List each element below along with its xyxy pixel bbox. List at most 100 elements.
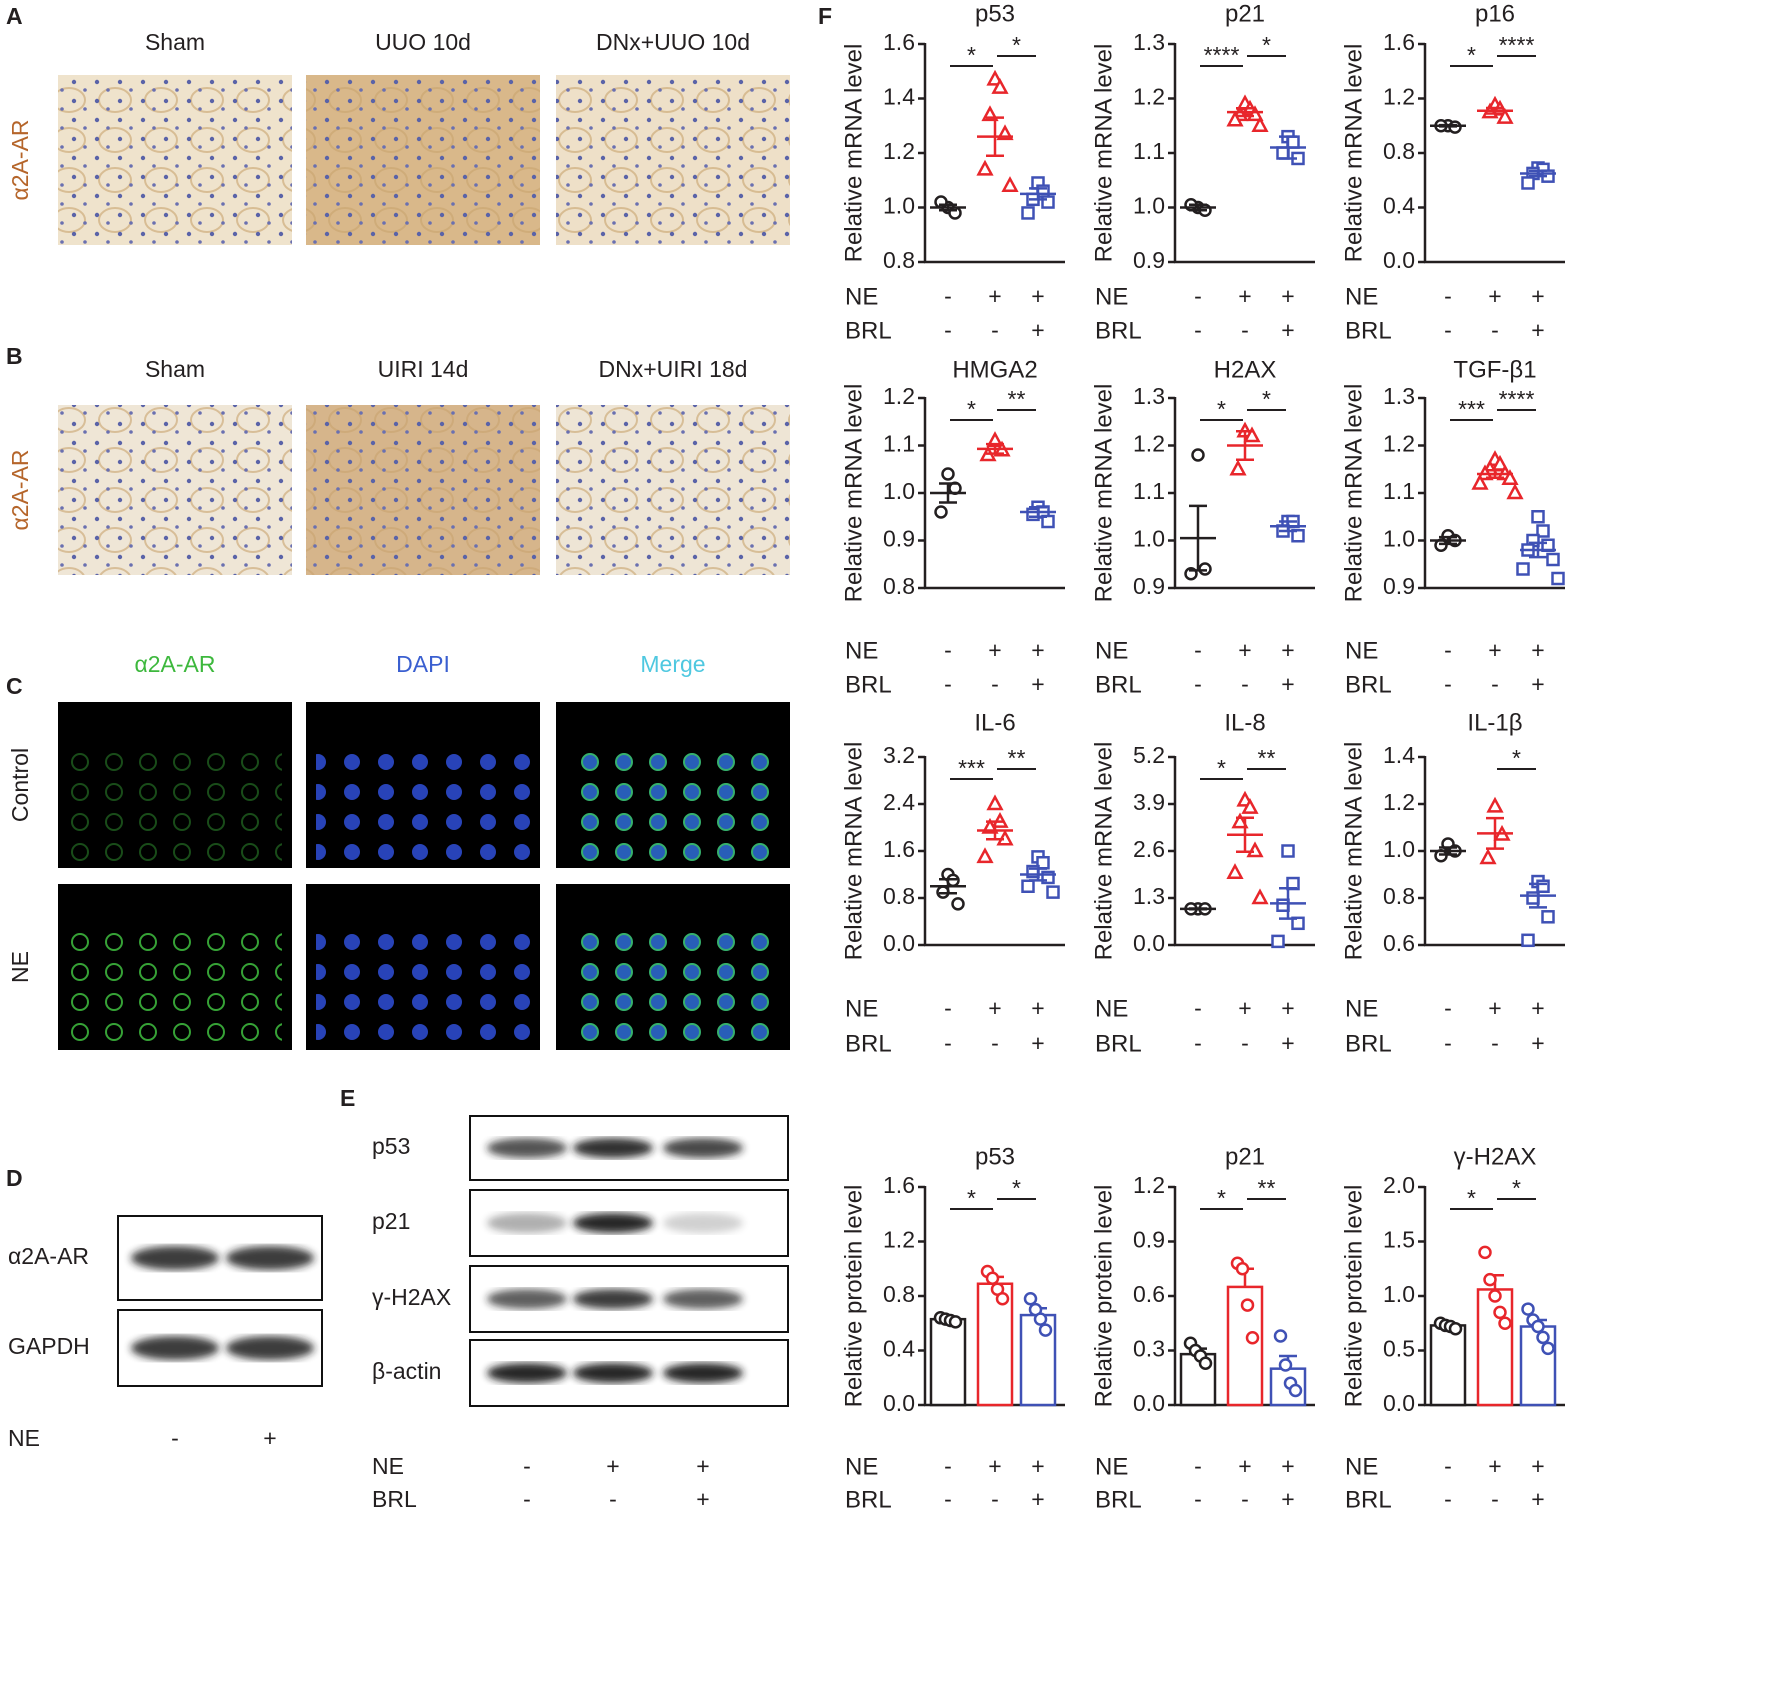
condition-label: BRL: [845, 317, 892, 344]
y-axis-label: Relative mRNA level: [1340, 742, 1367, 961]
data-point: [1501, 469, 1519, 485]
error-bar: [1236, 107, 1254, 118]
data-point: [1498, 1316, 1512, 1330]
data-point: [948, 1315, 963, 1329]
column-label: DNx+UIRI 18d: [599, 356, 748, 382]
y-tick-label: 1.3: [1133, 29, 1165, 55]
condition-sign: -: [1444, 1453, 1452, 1479]
blot-band: [226, 1336, 314, 1360]
data-point: [1278, 1358, 1293, 1372]
data-point: [1521, 176, 1535, 190]
data-point: [1198, 1356, 1213, 1370]
condition-sign: -: [523, 1486, 531, 1512]
y-tick-label: 0.6: [1133, 1281, 1165, 1307]
panel-label: C: [6, 673, 23, 699]
y-tick-label: 0.8: [883, 573, 915, 599]
condition-sign: +: [1281, 637, 1294, 663]
condition-sign: +: [1238, 1453, 1251, 1479]
data-point: [985, 1271, 1000, 1286]
condition-sign: -: [1194, 283, 1202, 309]
data-point: [1291, 916, 1305, 931]
y-tick-label: 1.0: [1133, 193, 1165, 219]
y-tick-label: 2.4: [883, 789, 915, 815]
condition-sign: -: [523, 1453, 531, 1479]
condition-sign: +: [1281, 995, 1294, 1021]
y-tick-label: 0.8: [883, 1281, 915, 1307]
data-point: [1521, 1302, 1535, 1316]
significance-label: ****: [1499, 386, 1535, 412]
y-tick-label: 0.4: [1383, 193, 1415, 219]
error-bar: [1029, 506, 1047, 518]
condition-sign: +: [1031, 283, 1044, 309]
blot-band: [663, 1289, 743, 1309]
condition-sign: -: [1444, 1486, 1452, 1512]
column-label: UUO 10d: [375, 29, 471, 55]
y-tick-label: 1.3: [1383, 383, 1415, 409]
y-tick-label: 1.2: [1383, 789, 1415, 815]
data-point: [1531, 510, 1545, 524]
y-tick-label: 1.0: [1133, 526, 1165, 552]
significance-label: *: [1217, 396, 1226, 422]
condition-sign: -: [944, 1486, 952, 1512]
condition-sign: +: [1531, 1453, 1544, 1479]
condition-sign: +: [988, 1453, 1001, 1479]
y-axis-label: Relative protein level: [1340, 1185, 1367, 1408]
y-tick-label: 0.0: [1133, 930, 1165, 956]
y-tick-label: 1.0: [1383, 526, 1415, 552]
fluorescence-cells: [68, 924, 282, 1044]
condition-sign: -: [1444, 995, 1452, 1021]
blot-band: [487, 1138, 567, 1158]
chart-title: HMGA2: [952, 356, 1037, 383]
column-label: Sham: [145, 29, 205, 55]
data-point: [976, 847, 994, 864]
y-tick-label: 0.9: [1133, 247, 1165, 273]
condition-sign: +: [1031, 1030, 1044, 1056]
significance-label: ****: [1204, 42, 1240, 68]
condition-label: BRL: [1095, 317, 1142, 344]
data-point: [1038, 1323, 1053, 1337]
y-tick-label: 1.0: [1383, 836, 1415, 862]
significance-label: *: [1012, 1175, 1021, 1201]
y-tick-label: 1.0: [883, 478, 915, 504]
condition-sign: -: [1444, 317, 1452, 343]
y-tick-label: 1.2: [1133, 431, 1165, 457]
condition-sign: -: [1194, 637, 1202, 663]
significance-label: *: [1262, 32, 1271, 58]
condition-sign: +: [1531, 1030, 1544, 1056]
error-bar: [1439, 123, 1457, 128]
condition-sign: -: [1194, 1486, 1202, 1512]
y-axis-label: Relative mRNA level: [1090, 44, 1117, 263]
column-label: α2A-AR: [134, 651, 215, 677]
y-tick-label: 0.0: [1383, 1390, 1415, 1416]
y-axis-label: Relative mRNA level: [1090, 742, 1117, 961]
y-tick-label: 1.2: [1383, 431, 1415, 457]
y-tick-label: 1.1: [1383, 478, 1415, 504]
condition-label: NE: [1345, 283, 1378, 310]
condition-label: BRL: [1345, 671, 1392, 698]
condition-label: BRL: [1345, 317, 1392, 344]
chart-title: p16: [1475, 0, 1515, 27]
data-point: [1531, 1319, 1545, 1334]
data-point: [1243, 426, 1261, 443]
error-bar: [1236, 430, 1254, 461]
y-axis-label: Relative mRNA level: [840, 44, 867, 263]
condition-label: NE: [1345, 995, 1378, 1022]
condition-label: BRL: [1345, 1030, 1392, 1057]
blot-band: [573, 1213, 653, 1233]
error-bar: [986, 820, 1004, 841]
condition-sign: -: [1241, 671, 1249, 697]
data-point: [1478, 1245, 1492, 1260]
data-point: [1021, 879, 1035, 893]
condition-sign: +: [1031, 1453, 1044, 1479]
blot-band: [487, 1289, 567, 1309]
significance-label: *: [1217, 755, 1226, 781]
data-point: [1033, 1312, 1048, 1326]
condition-sign: +: [1031, 1486, 1044, 1512]
chart-title: IL-6: [974, 709, 1015, 736]
condition-label: BRL: [845, 671, 892, 698]
y-tick-label: 1.2: [883, 383, 915, 409]
significance-label: ****: [1499, 32, 1535, 58]
condition-sign: +: [1238, 283, 1251, 309]
blot-band: [131, 1336, 219, 1360]
